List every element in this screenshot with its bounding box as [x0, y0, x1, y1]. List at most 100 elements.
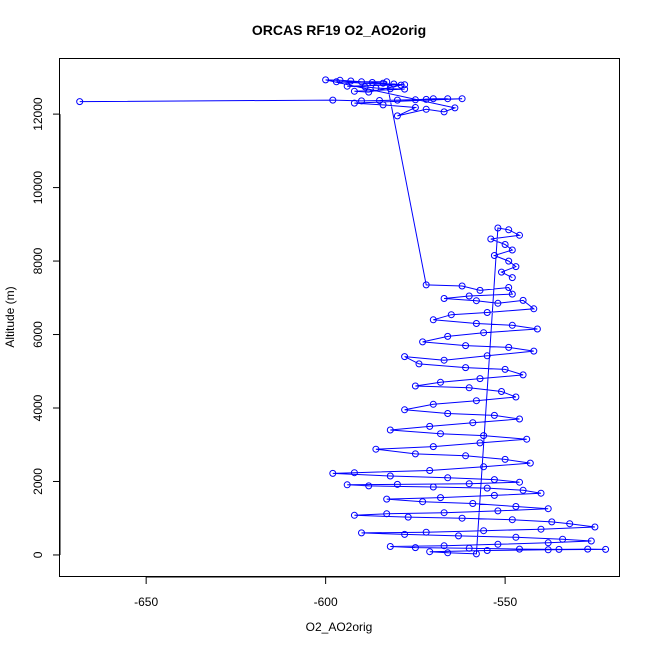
data-point — [444, 95, 452, 103]
y-tick-label: 2000 — [31, 468, 45, 495]
data-point — [559, 535, 567, 543]
data-point — [386, 543, 394, 550]
data-point — [490, 491, 498, 499]
data-point — [544, 505, 552, 513]
data-point — [422, 528, 430, 536]
data-point — [505, 284, 513, 291]
data-point — [465, 384, 473, 392]
data-point — [437, 494, 444, 502]
data-point — [533, 325, 541, 333]
data-point — [440, 295, 448, 302]
data-point — [472, 320, 480, 327]
data-point — [440, 356, 448, 364]
y-axis-label: Altitude (m) — [3, 286, 17, 347]
data-point — [516, 545, 523, 553]
data-point — [490, 252, 498, 259]
data-point — [426, 548, 434, 556]
data-point — [419, 338, 427, 346]
data-point — [426, 422, 434, 430]
data-point — [444, 549, 452, 557]
x-axis-label: O2_AO2orig — [306, 620, 373, 634]
data-point — [523, 435, 531, 443]
data-point — [429, 400, 437, 408]
data-point — [343, 82, 351, 90]
data-point — [508, 246, 516, 254]
data-point — [508, 516, 516, 524]
data-point — [462, 364, 470, 372]
data-point — [501, 241, 509, 248]
data-point — [393, 96, 401, 104]
data-point — [472, 550, 480, 558]
data-point — [519, 371, 527, 379]
data-point — [358, 529, 365, 537]
y-tick-label: 8000 — [31, 247, 45, 274]
data-point — [444, 410, 452, 417]
data-point — [393, 480, 401, 488]
data-point — [498, 388, 505, 395]
data-point — [332, 78, 340, 86]
data-point — [365, 88, 373, 96]
data-point — [483, 547, 491, 554]
data-point — [350, 469, 358, 477]
data-point — [404, 513, 412, 521]
data-point — [343, 481, 351, 489]
data-point — [494, 224, 502, 232]
x-tick-label: -550 — [493, 595, 517, 609]
data-point — [451, 104, 459, 112]
data-point — [440, 542, 448, 550]
data-point — [401, 353, 409, 361]
data-point — [490, 476, 498, 484]
data-point — [365, 482, 373, 490]
data-point — [350, 87, 358, 95]
data-point — [555, 545, 563, 553]
data-point — [465, 292, 473, 300]
data-point — [390, 80, 398, 88]
data-point — [411, 544, 419, 552]
data-point — [422, 105, 430, 113]
data-point — [386, 472, 394, 480]
y-tick-label: 10000 — [31, 171, 45, 205]
data-point — [401, 406, 409, 414]
data-point — [512, 503, 520, 510]
data-point — [584, 545, 592, 553]
data-point — [480, 527, 488, 535]
x-tick-label: -650 — [134, 595, 158, 609]
data-point — [516, 415, 523, 423]
data-point — [537, 489, 545, 497]
x-axis: -650 -600 -550 — [134, 576, 517, 609]
data-point — [591, 523, 599, 531]
series-line — [79, 79, 606, 555]
data-point — [487, 235, 495, 243]
data-point — [447, 311, 455, 319]
data-point — [411, 104, 419, 111]
data-point — [358, 78, 365, 86]
data-point — [386, 426, 394, 434]
data-point — [376, 97, 383, 104]
data-point — [429, 95, 437, 103]
data-point — [329, 469, 337, 477]
data-point — [501, 455, 509, 463]
data-point — [444, 332, 452, 340]
data-point — [494, 507, 502, 515]
data-point — [350, 511, 358, 519]
data-point — [379, 79, 387, 87]
data-point — [480, 329, 488, 337]
data-point — [76, 98, 84, 106]
y-axis: 0 2000 4000 6000 8000 10000 12000 — [31, 97, 61, 558]
data-point — [322, 76, 330, 84]
data-point — [455, 532, 462, 540]
data-point — [458, 514, 466, 522]
data-point — [465, 544, 473, 552]
data-point — [440, 108, 448, 116]
data-point — [505, 226, 513, 234]
data-point — [519, 296, 527, 304]
data-point — [429, 316, 437, 324]
data-point — [512, 263, 520, 271]
data-point — [347, 77, 355, 85]
data-point — [422, 281, 430, 289]
data-point — [508, 290, 516, 298]
data-point — [383, 495, 391, 503]
data-point — [537, 525, 545, 533]
